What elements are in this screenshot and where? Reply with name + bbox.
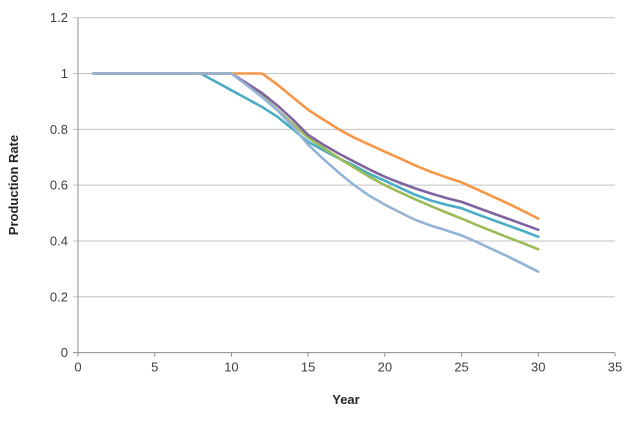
tick-labels-layer: 0 0.2 0.4 0.6 0.8 1 1.2 0 5 10 15 20 25 30 35 [50, 10, 622, 374]
x-tick-label: 5 [151, 360, 158, 375]
y-tick-label: 0.2 [50, 289, 68, 304]
x-tick-label: 15 [301, 360, 315, 375]
x-tick-label: 10 [224, 360, 238, 375]
series-line-green [92, 72, 540, 251]
x-tick-label: 20 [378, 360, 392, 375]
x-tick-label: 25 [454, 360, 468, 375]
series-line-teal [92, 72, 540, 239]
y-tick-label: 1.2 [50, 10, 68, 25]
x-tick-label: 0 [74, 360, 81, 375]
y-axis-title: Production Rate [6, 135, 21, 235]
axes-layer [73, 17, 616, 357]
y-tick-label: 0.4 [50, 233, 68, 248]
x-tick-label: 30 [531, 360, 545, 375]
y-tick-label: 0.8 [50, 122, 68, 137]
series-line-light-blue [92, 72, 540, 274]
y-tick-label: 1 [61, 66, 68, 81]
x-axis-title: Year [332, 392, 359, 407]
x-tick-label: 35 [608, 360, 622, 375]
y-tick-label: 0.6 [50, 178, 68, 193]
y-tick-label: 0 [61, 345, 68, 360]
series-layer [92, 72, 540, 274]
